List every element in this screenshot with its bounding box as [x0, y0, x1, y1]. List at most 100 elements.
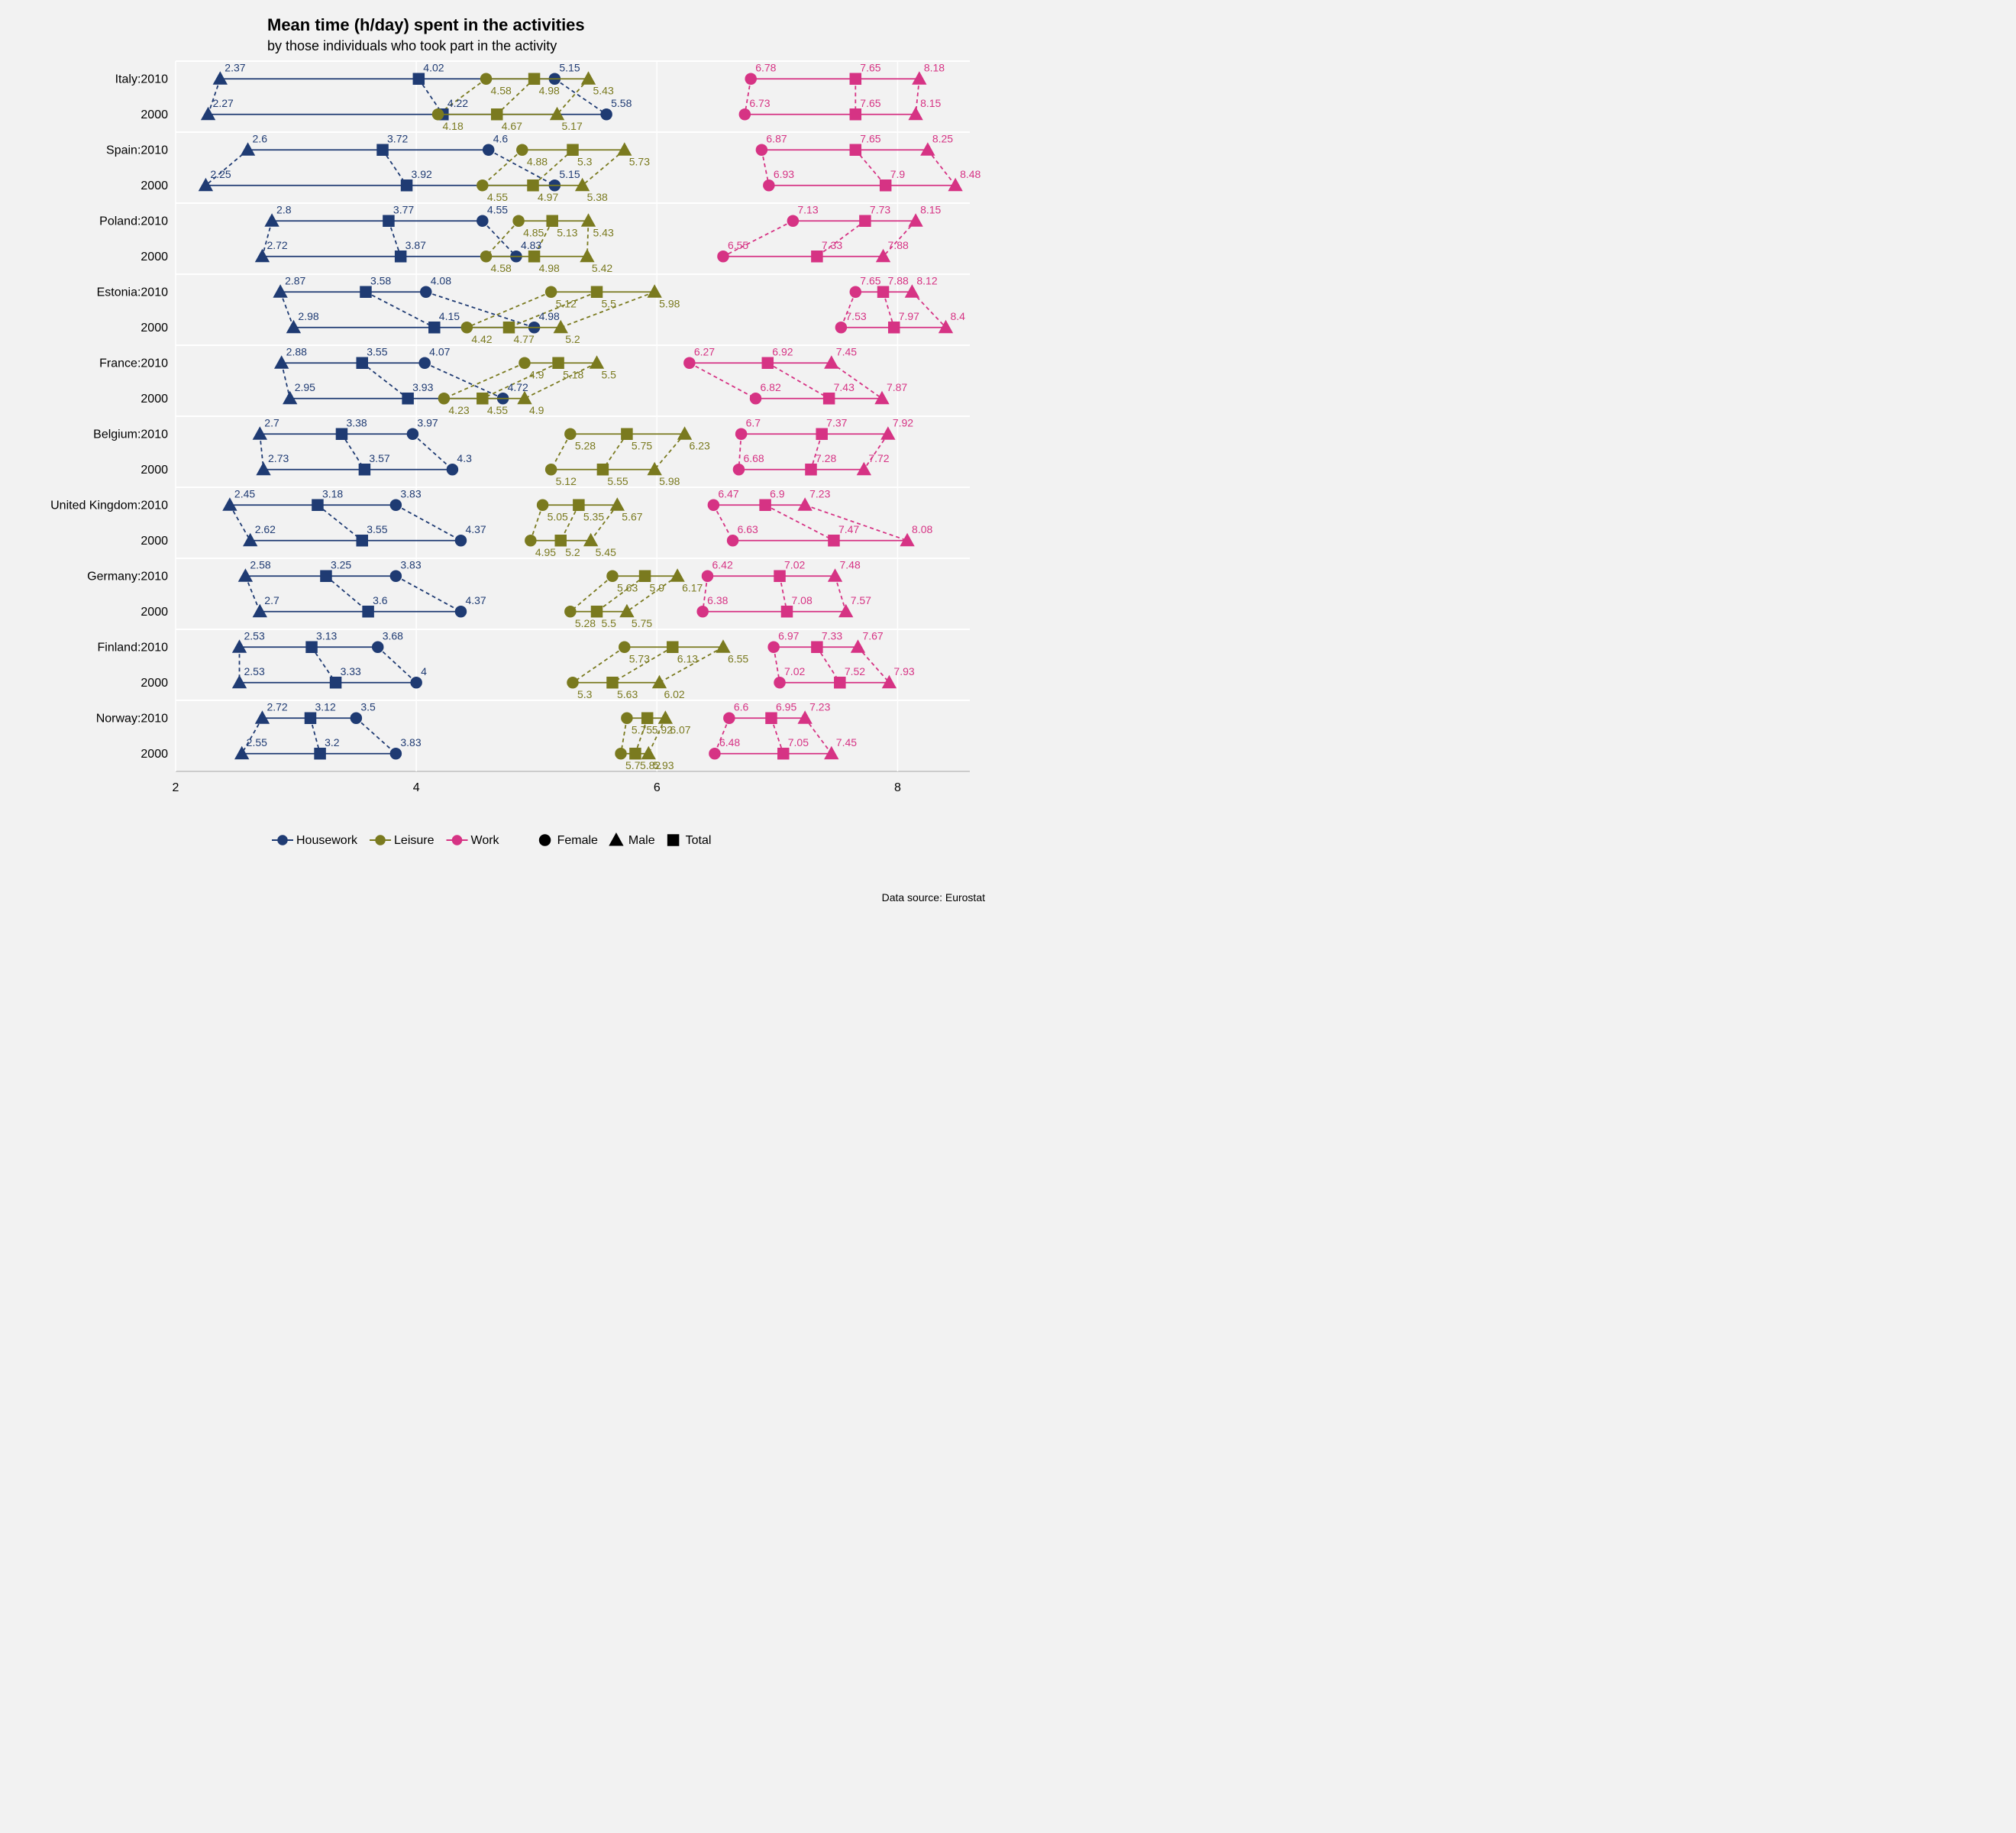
svg-text:2.53: 2.53	[244, 665, 265, 677]
svg-text:5.12: 5.12	[556, 475, 577, 487]
svg-text:3.2: 3.2	[325, 736, 340, 748]
svg-text:7.28: 7.28	[816, 452, 836, 464]
svg-text:3.25: 3.25	[331, 558, 351, 571]
svg-text:2.25: 2.25	[210, 168, 231, 180]
svg-text:6.47: 6.47	[718, 487, 738, 499]
svg-text:4: 4	[421, 665, 427, 677]
svg-text:2.8: 2.8	[276, 203, 292, 215]
svg-text:6.73: 6.73	[749, 97, 770, 109]
svg-text:4.85: 4.85	[523, 226, 544, 238]
svg-text:6.82: 6.82	[761, 381, 781, 393]
svg-text:2.37: 2.37	[225, 61, 245, 73]
svg-text:5.5: 5.5	[602, 297, 617, 309]
svg-text:3.72: 3.72	[387, 132, 408, 144]
svg-text:5.15: 5.15	[559, 168, 580, 180]
svg-text:5.12: 5.12	[556, 297, 577, 309]
svg-text:6.55: 6.55	[728, 239, 748, 251]
svg-text:2.62: 2.62	[255, 523, 276, 535]
svg-text:5.45: 5.45	[596, 546, 616, 558]
svg-text:4.88: 4.88	[527, 155, 548, 167]
svg-text:5.15: 5.15	[559, 61, 580, 73]
svg-text:6.27: 6.27	[694, 345, 715, 357]
svg-text:8.4: 8.4	[950, 310, 965, 322]
svg-text:7.57: 7.57	[851, 594, 871, 606]
svg-text:6.78: 6.78	[755, 61, 776, 73]
svg-text:France:2010: France:2010	[99, 357, 168, 370]
svg-text:4.3: 4.3	[457, 452, 472, 464]
svg-text:3.6: 3.6	[373, 594, 388, 606]
svg-text:5.7: 5.7	[625, 759, 641, 771]
svg-text:4.15: 4.15	[439, 310, 460, 322]
svg-text:8: 8	[894, 781, 901, 794]
svg-text:2.72: 2.72	[267, 239, 287, 251]
svg-text:8.15: 8.15	[920, 97, 941, 109]
svg-text:4.18: 4.18	[443, 120, 464, 132]
svg-text:2000: 2000	[141, 251, 168, 263]
svg-text:2.55: 2.55	[247, 736, 267, 748]
svg-text:2.98: 2.98	[298, 310, 318, 322]
svg-text:5.38: 5.38	[587, 191, 608, 203]
svg-text:4.58: 4.58	[491, 84, 512, 96]
svg-text:5.98: 5.98	[659, 475, 680, 487]
svg-text:2.58: 2.58	[250, 558, 270, 571]
svg-text:2000: 2000	[141, 677, 168, 690]
svg-text:2000: 2000	[141, 322, 168, 335]
svg-text:by those individuals who took: by those individuals who took part in th…	[267, 38, 557, 53]
svg-text:5.75: 5.75	[632, 723, 652, 735]
svg-text:2.7: 2.7	[264, 416, 279, 428]
svg-text:5.5: 5.5	[602, 368, 617, 380]
svg-text:6.9: 6.9	[770, 487, 785, 499]
svg-text:7.05: 7.05	[788, 736, 809, 748]
svg-text:5.43: 5.43	[593, 84, 613, 96]
svg-text:5.13: 5.13	[557, 226, 577, 238]
svg-text:Belgium:2010: Belgium:2010	[93, 428, 168, 441]
svg-text:3.55: 3.55	[367, 345, 387, 357]
svg-text:6.93: 6.93	[774, 168, 794, 180]
svg-text:2.53: 2.53	[244, 629, 265, 642]
svg-text:4.72: 4.72	[508, 381, 528, 393]
svg-text:5.73: 5.73	[629, 155, 650, 167]
svg-text:6.68: 6.68	[743, 452, 764, 464]
svg-text:5.28: 5.28	[575, 617, 596, 629]
svg-text:Estonia:2010: Estonia:2010	[97, 286, 169, 299]
svg-text:3.97: 3.97	[417, 416, 438, 428]
svg-text:2.7: 2.7	[264, 594, 279, 606]
svg-text:8.48: 8.48	[960, 168, 981, 180]
svg-text:3.33: 3.33	[341, 665, 361, 677]
svg-text:2000: 2000	[141, 606, 168, 619]
svg-text:7.65: 7.65	[860, 61, 880, 73]
svg-text:5.55: 5.55	[607, 475, 628, 487]
svg-text:8.12: 8.12	[916, 274, 937, 286]
svg-text:4.42: 4.42	[471, 333, 492, 345]
svg-text:7.43: 7.43	[834, 381, 855, 393]
svg-text:6.55: 6.55	[728, 652, 748, 664]
svg-text:Norway:2010: Norway:2010	[96, 712, 168, 725]
svg-text:Mean time (h/day) spent in the: Mean time (h/day) spent in the activitie…	[267, 15, 585, 34]
svg-text:4: 4	[413, 781, 420, 794]
svg-text:6.7: 6.7	[746, 416, 761, 428]
svg-text:7.47: 7.47	[838, 523, 859, 535]
svg-text:7.45: 7.45	[836, 345, 857, 357]
svg-text:2.72: 2.72	[267, 700, 287, 713]
svg-text:4.23: 4.23	[448, 404, 469, 416]
svg-text:4.58: 4.58	[491, 262, 512, 274]
svg-text:6.07: 6.07	[670, 723, 690, 735]
svg-text:5.5: 5.5	[602, 617, 617, 629]
svg-text:5.2: 5.2	[565, 546, 580, 558]
svg-text:6.38: 6.38	[707, 594, 728, 606]
svg-text:5.05: 5.05	[548, 510, 568, 522]
svg-text:7.45: 7.45	[836, 736, 857, 748]
svg-text:7.73: 7.73	[870, 203, 890, 215]
svg-text:4.37: 4.37	[465, 594, 486, 606]
svg-text:3.12: 3.12	[315, 700, 335, 713]
svg-text:United Kingdom:2010: United Kingdom:2010	[50, 499, 168, 512]
svg-text:5.67: 5.67	[622, 510, 642, 522]
svg-text:5.9: 5.9	[650, 581, 665, 593]
svg-text:Spain:2010: Spain:2010	[106, 144, 168, 157]
svg-text:5.17: 5.17	[562, 120, 583, 132]
svg-text:8.08: 8.08	[912, 523, 932, 535]
svg-text:7.33: 7.33	[822, 629, 842, 642]
svg-text:Housework: Housework	[296, 834, 358, 847]
svg-text:2000: 2000	[141, 179, 168, 192]
svg-text:2.45: 2.45	[234, 487, 255, 499]
